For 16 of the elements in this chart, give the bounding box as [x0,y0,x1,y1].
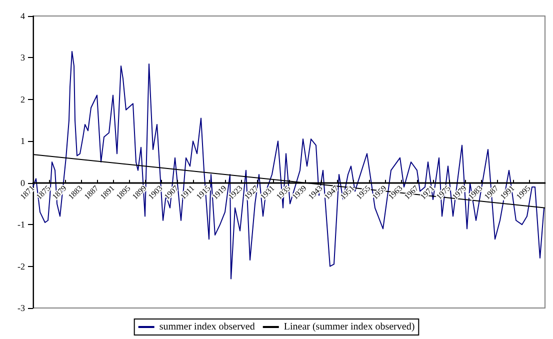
x-tick-label: 1991 [498,184,516,202]
y-tick-label: 0 [20,178,26,188]
x-tick-label: 1951 [338,184,356,202]
y-tick-label: 3 [20,52,26,63]
y-tick-label: -1 [18,220,25,230]
y-tick-label: 4 [20,11,26,21]
y-tick-label: 2 [20,94,25,104]
x-tick-label: 1911 [178,184,196,202]
y-tick-label: -3 [18,303,26,313]
x-tick-label: 1931 [258,184,276,202]
x-tick-label: 1891 [98,184,116,202]
legend-label: Linear (summer index observed) [284,322,415,332]
legend-label: summer index observed [159,322,255,332]
y-tick-label: -2 [18,261,25,272]
y-tick-label: 1 [20,136,25,146]
x-tick-label: 1971 [418,184,436,202]
